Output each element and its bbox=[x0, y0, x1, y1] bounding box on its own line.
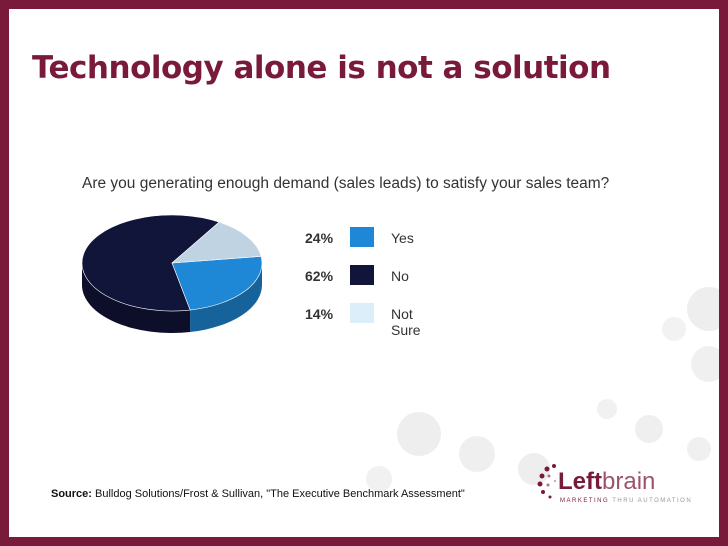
pie-slice-not-sure bbox=[171, 221, 262, 264]
source-text: Bulldog Solutions/Frost & Sullivan, "The… bbox=[95, 488, 465, 500]
legend-value-yes: 24% bbox=[305, 230, 334, 246]
pie-side-no bbox=[82, 263, 191, 333]
legend-swatch-not-sure bbox=[350, 303, 374, 323]
legend-swatch-no bbox=[350, 265, 374, 285]
logo-tagline-b: THRU AUTOMATION bbox=[612, 498, 693, 504]
legend-swatch-yes bbox=[350, 227, 374, 247]
pie-side-yes bbox=[190, 263, 262, 333]
chart-title: Are you generating enough demand (sales … bbox=[82, 175, 610, 192]
legend-label-yes: Yes bbox=[391, 230, 414, 246]
legend-value-not-sure: 14% bbox=[305, 306, 334, 322]
logo-brain: brain bbox=[602, 468, 656, 495]
logo-tagline-a: MARKETING bbox=[560, 498, 610, 504]
source-label: Source: bbox=[51, 488, 92, 500]
pie-slice-yes bbox=[171, 256, 263, 311]
logo-wordmark: Leftbrain bbox=[558, 468, 655, 496]
pie-slice-no bbox=[81, 214, 220, 312]
logo-dots-icon bbox=[537, 464, 556, 499]
slide-title: Technology alone is not a solution bbox=[32, 50, 611, 86]
pie-chart bbox=[81, 214, 263, 333]
legend-label-no: No bbox=[391, 268, 409, 284]
logo-left: Left bbox=[558, 468, 602, 495]
source-note: Source: Bulldog Solutions/Frost & Sulliv… bbox=[51, 488, 465, 500]
logo-tagline: MARKETING THRU AUTOMATION bbox=[560, 498, 692, 504]
legend-label-not-sure: Not Sure bbox=[391, 306, 421, 338]
leftbrain-logo: Leftbrain MARKETING THRU AUTOMATION bbox=[536, 452, 706, 508]
legend-value-no: 62% bbox=[305, 268, 334, 284]
